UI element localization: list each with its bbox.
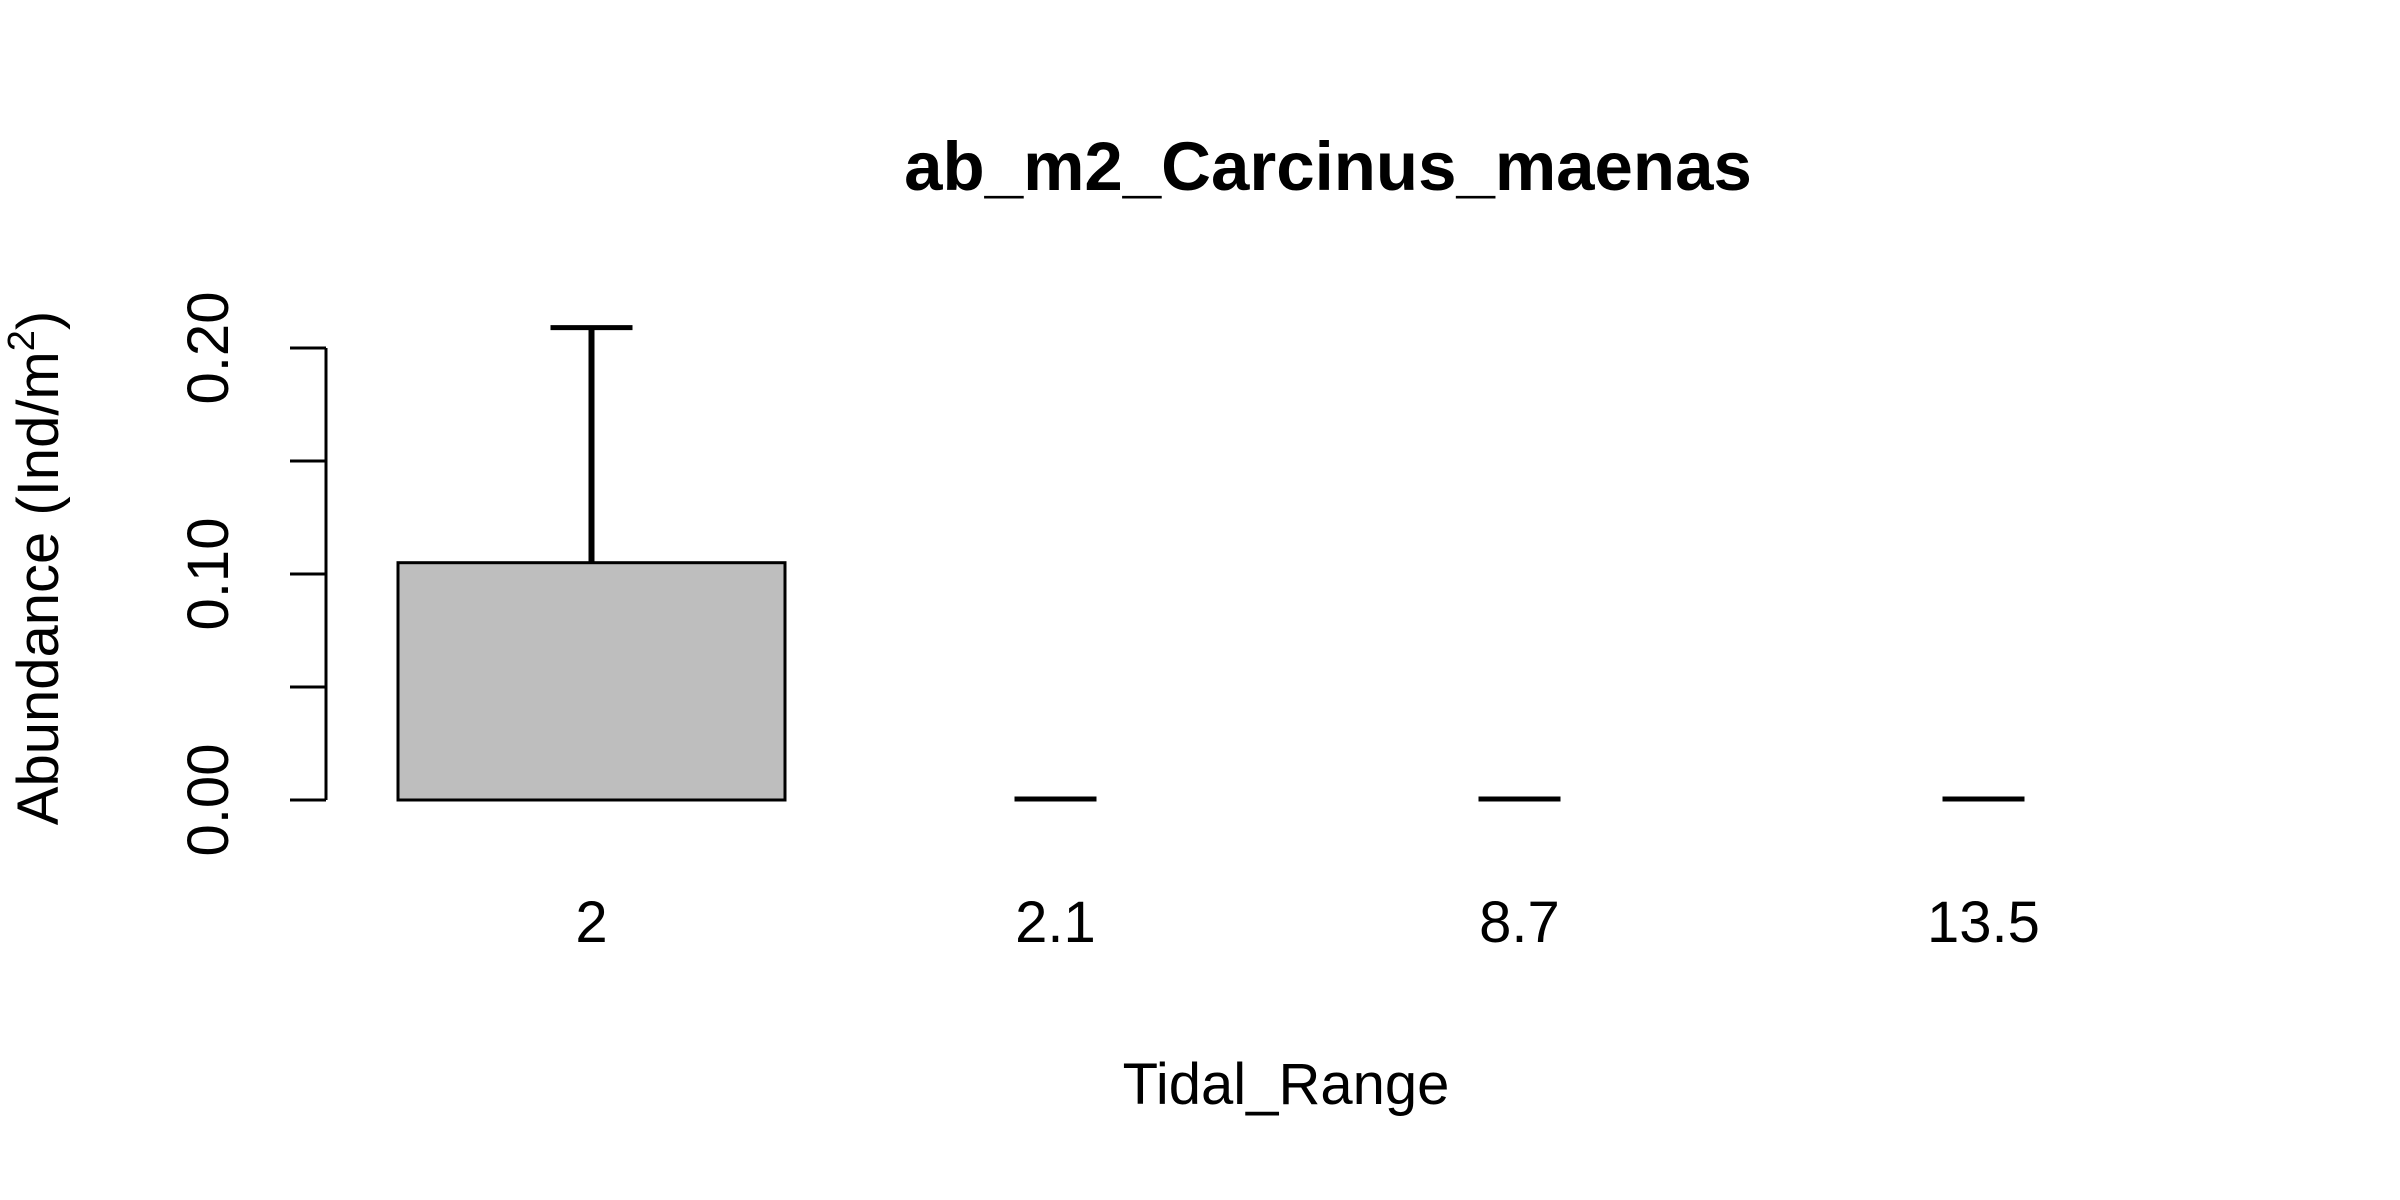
y-tick-label: 0.20 — [176, 292, 241, 405]
x-tick-label: 2 — [575, 890, 607, 955]
y-axis-label: Abundance (Ind/m2) — [1, 311, 71, 825]
error-bars-group — [550, 325, 2025, 802]
x-tick-label: 13.5 — [1927, 890, 2040, 955]
y-axis-label-superscript: 2 — [1, 330, 43, 351]
y-tick-label: 0.10 — [176, 518, 241, 631]
x-tick-labels: 2 2.1 8.7 13.5 — [575, 890, 2040, 955]
y-tick-label: 0.00 — [176, 744, 241, 857]
x-axis-label: Tidal_Range — [1123, 1052, 1450, 1117]
x-tick-label: 2.1 — [1015, 890, 1096, 955]
y-axis: 0.00 0.10 0.20 — [176, 292, 328, 857]
bar — [396, 561, 787, 802]
bars-group — [396, 561, 787, 802]
y-axis-label-main: Abundance (Ind/m — [6, 351, 71, 825]
chart-title: ab_m2_Carcinus_maenas — [904, 128, 1752, 205]
y-axis-label-close: ) — [6, 311, 71, 330]
x-tick-label: 8.7 — [1479, 890, 1560, 955]
